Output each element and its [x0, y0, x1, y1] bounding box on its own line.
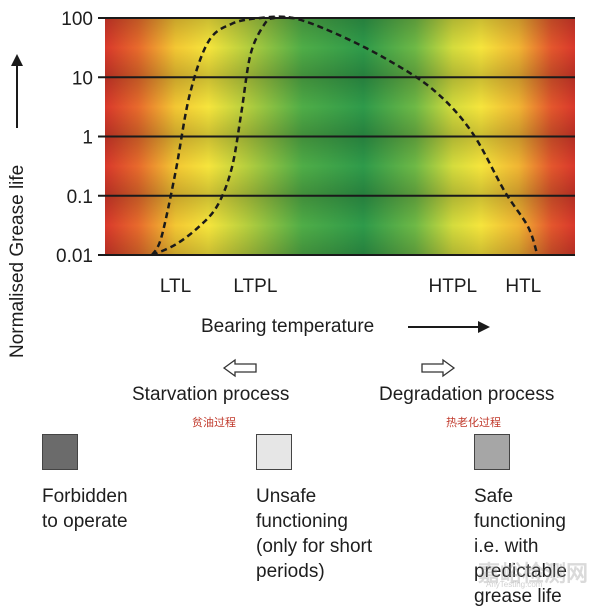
y-tick-label: 1 — [82, 128, 93, 149]
plot-band — [105, 18, 575, 78]
y-tick-label: 10 — [72, 68, 93, 89]
legend-swatch-safe — [474, 434, 510, 470]
x-axis-label: Bearing temperature — [201, 316, 374, 337]
degradation-label: Degradation process — [379, 384, 555, 405]
y-axis-arrow — [11, 54, 23, 128]
legend-line: Unsafe — [256, 486, 317, 507]
left-hollow-arrow — [222, 358, 257, 378]
legend-line: functioning — [256, 511, 348, 532]
starvation-label: Starvation process — [132, 384, 290, 405]
curve-curve-b — [151, 16, 294, 257]
legend-line: (only for short — [256, 536, 373, 557]
plot-band — [105, 195, 575, 255]
legend-line: grease life — [474, 586, 562, 607]
watermark-sub: AnyTesting.com — [486, 580, 543, 589]
degradation-label-cn: 热老化过程 — [446, 417, 501, 429]
y-tick-label: 100 — [61, 9, 93, 30]
plot-band — [105, 77, 575, 137]
x-marker-label: LTPL — [233, 276, 277, 297]
legend-line: Forbidden — [42, 486, 128, 507]
legend-swatch-forbidden — [42, 434, 78, 470]
y-tick-label: 0.01 — [56, 246, 93, 267]
grease-life-chart: 100 10 1 0.1 0.01 LTL LTPL HTPL HTL Normalised … — [7, 9, 575, 358]
legend-line: Safe — [474, 486, 514, 507]
y-tick-label: 0.1 — [67, 187, 93, 208]
x-marker-label: LTL — [160, 276, 191, 297]
x-axis-arrow — [408, 321, 490, 333]
watermark: 嘉峪检测网 — [478, 561, 589, 586]
legend-line: to operate — [42, 511, 128, 532]
right-hollow-arrow — [421, 358, 456, 378]
plot-band — [105, 136, 575, 196]
legend-line: periods) — [256, 561, 325, 582]
legend-text-safe: Safe functioning i.e. with predictable g… — [474, 484, 567, 609]
y-axis-label: Normalised Grease life — [7, 165, 28, 358]
legend-swatch-unsafe — [256, 434, 292, 470]
legend-text-forbidden: Forbidden to operate — [42, 484, 128, 534]
starvation-label-cn: 贫油过程 — [192, 417, 236, 429]
legend-line: functioning — [474, 511, 566, 532]
x-marker-label: HTL — [505, 276, 541, 297]
x-marker-label: HTPL — [429, 276, 478, 297]
legend-line: i.e. with — [474, 536, 539, 557]
legend-line: predictable — [474, 561, 567, 582]
legend-text-unsafe: Unsafe functioning (only for short perio… — [256, 484, 372, 584]
